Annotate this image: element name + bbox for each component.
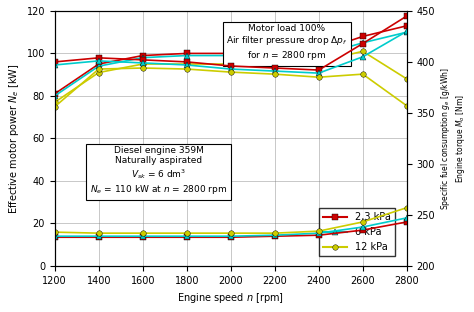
Legend: 2,3 kPa, 6 kPa, 12 kPa: 2,3 kPa, 6 kPa, 12 kPa: [319, 208, 395, 256]
X-axis label: Engine speed $n$ [rpm]: Engine speed $n$ [rpm]: [177, 291, 284, 305]
Y-axis label: Effective motor power $N_e$ [kW]: Effective motor power $N_e$ [kW]: [7, 63, 21, 214]
Text: Diesel engine 359M
Naturally aspirated
$V_{sk}$ = 6 dm$^3$
$N_e$ = 110 kW at $n$: Diesel engine 359M Naturally aspirated $…: [90, 146, 227, 196]
Text: Motor load 100%
Air filter pressure drop $\Delta p_f$
for $n$ = 2800 rpm: Motor load 100% Air filter pressure drop…: [226, 24, 348, 62]
Y-axis label: Specific fuel consumption $g_e$ [g/kWh]
Engine torque $M_o$ [Nm]: Specific fuel consumption $g_e$ [g/kWh] …: [439, 67, 467, 210]
